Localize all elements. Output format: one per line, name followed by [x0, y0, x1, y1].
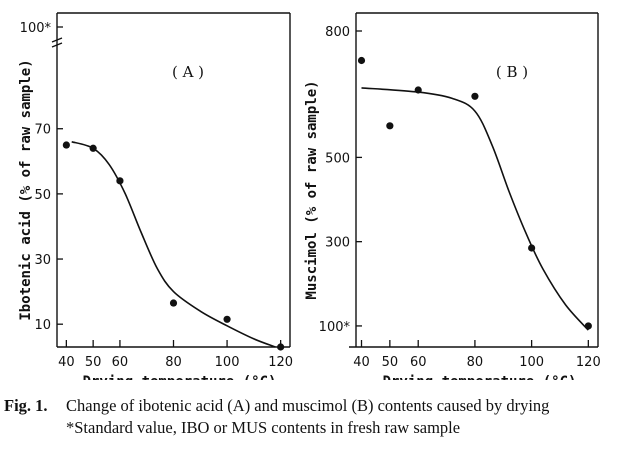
y-tick-label: 500: [325, 151, 350, 166]
x-tick-label: 50: [382, 355, 399, 370]
data-point: [277, 343, 285, 351]
data-point: [116, 177, 124, 185]
fitted-curve: [361, 87, 589, 331]
data-point: [169, 299, 178, 307]
axis-break-mark: [51, 42, 63, 48]
axis-break-mark: [51, 37, 63, 43]
x-tick-label: 80: [165, 355, 182, 370]
fitted-curve: [71, 141, 276, 348]
figure-canvas: 40 50 60 80 100 120 10 30 50 70 100* ( A ) Ibotenic …: [18, 12, 601, 380]
data-point: [414, 86, 422, 94]
x-tick-label: 40: [353, 355, 370, 370]
y-tick-label: 300: [325, 236, 350, 251]
y-tick-label: 70: [34, 123, 51, 138]
y-tick-label: 800: [325, 25, 350, 40]
x-axis-title: Drying temperature (°C): [83, 374, 277, 380]
data-point: [584, 322, 592, 330]
chart-panel-a: 40 50 60 80 100 120 10 30 50 70 100* ( A ) Ibotenic …: [18, 12, 293, 380]
x-tick-label: 80: [467, 355, 484, 370]
figure-number: Fig. 1.: [4, 396, 48, 415]
y-tick-label: 50: [34, 188, 51, 203]
data-point: [528, 244, 536, 252]
x-axis-title: Drying temperature (°C): [383, 374, 577, 380]
data-point: [89, 144, 97, 152]
y-tick-label: 10: [34, 318, 51, 333]
y-axis-title: Ibotenic acid (% of raw sample): [18, 59, 34, 320]
x-tick-label: 50: [85, 355, 102, 370]
x-tick-label: 100: [215, 355, 240, 370]
data-point: [223, 315, 231, 323]
x-tick-label: 100: [519, 355, 544, 370]
x-tick-label: 120: [268, 355, 293, 370]
caption-footnote: *Standard value, IBO or MUS contents in …: [66, 418, 461, 437]
y-axis-title: Muscimol (% of raw sample): [304, 80, 320, 299]
data-point: [357, 56, 366, 65]
panel-label: ( A ): [172, 63, 204, 81]
y-tick-label: 100*: [20, 21, 52, 36]
data-point: [471, 92, 479, 100]
data-point: [386, 122, 394, 130]
x-tick-label: 40: [58, 355, 75, 370]
caption-text: Change of ibotenic acid (A) and muscimol…: [66, 396, 550, 415]
x-tick-label: 60: [112, 355, 129, 370]
x-tick-label: 120: [576, 355, 601, 370]
y-tick-label: 100*: [319, 320, 351, 335]
y-tick-label: 30: [34, 253, 51, 268]
caption-line-1: Fig. 1. Change of ibotenic acid (A) and m…: [4, 395, 549, 417]
data-point: [62, 141, 70, 149]
chart-panel-b: 40 50 60 80 100 120 100* 300 500 800 ( B ) Muscimol…: [304, 12, 601, 380]
panel-label: ( B ): [496, 63, 528, 81]
x-tick-label: 60: [410, 355, 427, 370]
